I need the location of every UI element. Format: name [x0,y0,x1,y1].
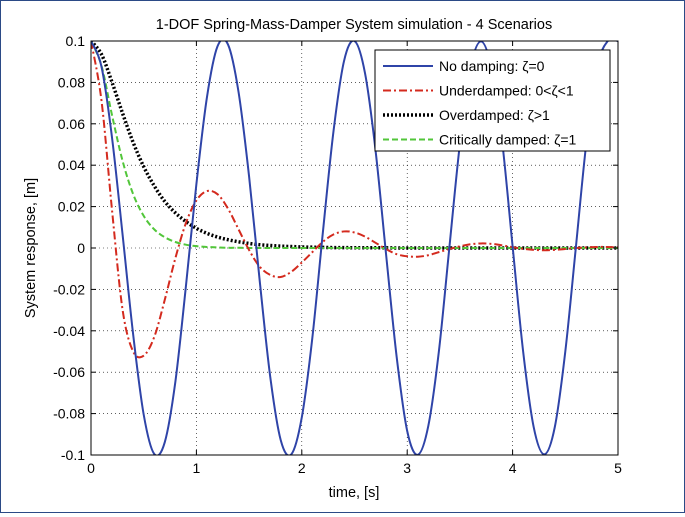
y-tick-label: -0.1 [61,447,85,463]
x-tick-label: 1 [193,460,201,476]
legend: No damping: ζ=0 Underdamped: 0<ζ<1 Overdam… [374,49,611,152]
legend-label-2: Overdamped: ζ>1 [439,107,550,123]
legend-label-1: Underdamped: 0<ζ<1 [439,83,574,99]
x-tick-label: 0 [87,460,95,476]
series-line-1 [91,41,618,359]
y-tick-label: 0.06 [58,116,85,132]
x-axis-label: time, [s] [329,485,380,501]
x-tick-label: 2 [298,460,306,476]
y-tick-label: -0.08 [53,406,85,422]
y-axis-label: System response, [m] [23,178,39,318]
y-tick-label: 0.1 [66,33,86,49]
legend-label-0: No damping: ζ=0 [439,58,545,74]
x-tick-label: 3 [403,460,411,476]
chart-title: 1-DOF Spring-Mass-Damper System simulati… [156,17,552,33]
axis-ticks: 0 1 2 3 4 5 -0.1 -0.08 -0.06 -0.04 -0.02 0 0.02 0.04 0… [53,33,622,476]
y-tick-label: 0.02 [58,199,85,215]
y-tick-label: -0.02 [53,281,85,297]
x-tick-label: 5 [614,460,622,476]
y-tick-label: -0.06 [53,364,85,380]
y-tick-label: 0.08 [58,74,85,90]
series-line-3 [91,41,618,250]
x-tick-label: 4 [509,460,517,476]
legend-label-3: Critically damped: ζ=1 [439,132,577,148]
y-tick-label: 0 [77,240,85,256]
y-tick-label: 0.04 [58,157,85,173]
y-tick-label: -0.04 [53,323,85,339]
